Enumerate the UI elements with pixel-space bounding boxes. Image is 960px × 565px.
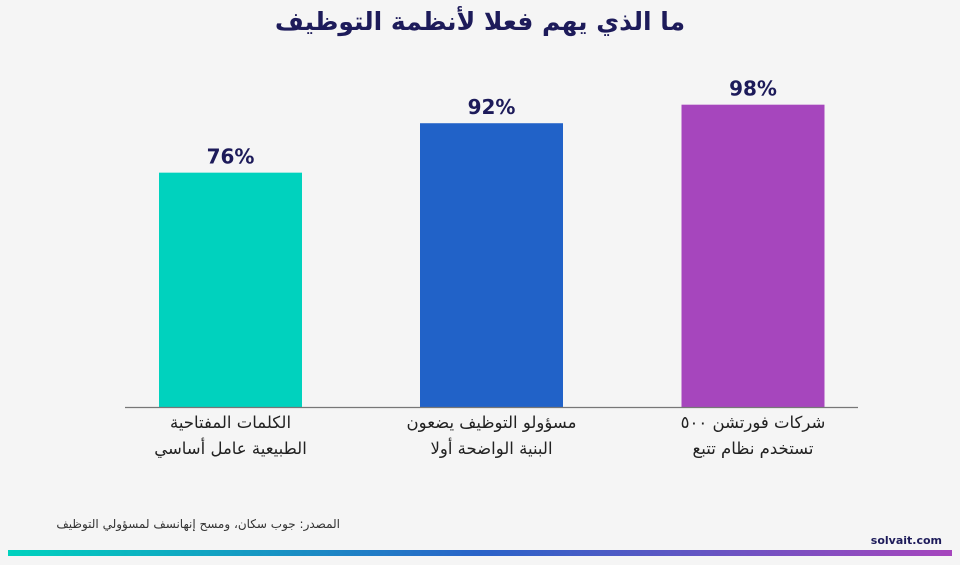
source-note: المصدر: جوب سكان، ومسح إنهانسف لمسؤولي ا… (56, 517, 340, 531)
category-label-3: شركات فورتشن ٥٠٠ تستخدم نظام تتبع (643, 410, 863, 462)
bar-value-label-2: 92% (468, 95, 516, 119)
chart-title: ما الذي يهم فعلا لأنظمة التوظيف (274, 7, 686, 36)
category-label-line: تستخدم نظام تتبع (692, 439, 814, 458)
bars-layer (159, 104, 825, 408)
category-label-1: الكلمات المفتاحية الطبيعية عامل أساسي (121, 410, 341, 462)
bar-value-label-1: 76% (207, 145, 255, 169)
bottom-gradient-stripe (8, 550, 952, 556)
category-label-line: مسؤولو التوظيف يضعون (406, 413, 577, 432)
bar-3 (681, 104, 825, 408)
value-labels-layer: 76% 92% 98% (207, 77, 777, 169)
brand-url: solvait.com (870, 534, 942, 547)
category-label-line: البنية الواضحة أولا (430, 439, 553, 458)
bar-value-label-3: 98% (729, 77, 777, 101)
category-label-2: مسؤولو التوظيف يضعون البنية الواضحة أولا (382, 410, 602, 462)
bar-2 (420, 123, 563, 408)
bar-1 (159, 172, 302, 408)
category-label-line: الكلمات المفتاحية (169, 413, 292, 432)
category-label-line: الطبيعية عامل أساسي (154, 439, 307, 458)
category-label-line: شركات فورتشن ٥٠٠ (680, 413, 826, 432)
